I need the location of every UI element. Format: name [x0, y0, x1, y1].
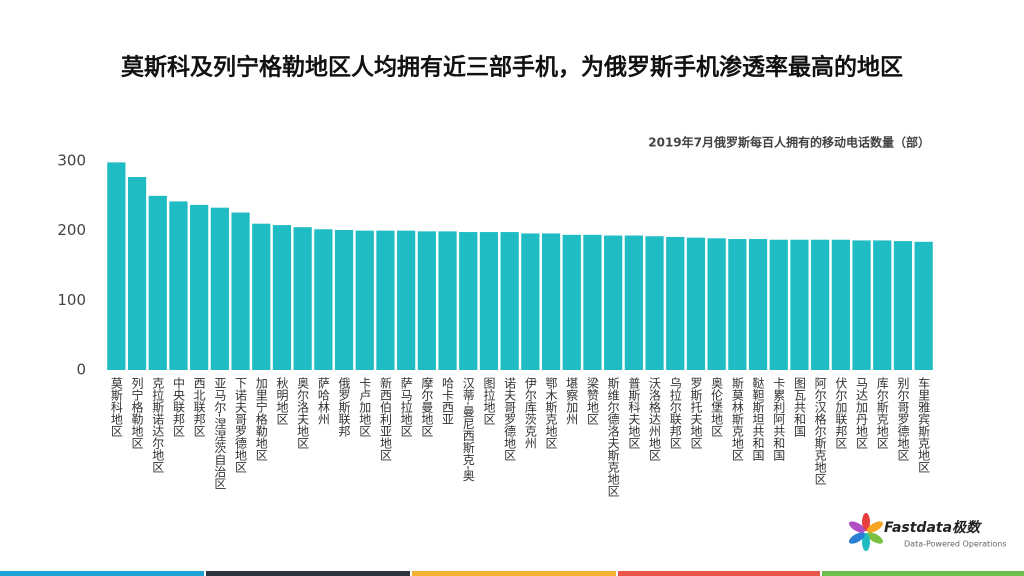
x-tick-label: 乌拉尔联邦区 [668, 376, 682, 449]
chart-title: 莫斯科及列宁格勒地区人均拥有近三部手机，为俄罗斯手机渗透率最高的地区 [121, 54, 903, 81]
x-tick-label: 卡累利阿共和国 [772, 377, 786, 461]
x-tick-label: 斯莫林斯克地区 [730, 377, 744, 461]
bar [210, 207, 229, 370]
y-tick-label: 100 [57, 291, 86, 309]
x-tick-label: 克拉斯诺达尔地区 [151, 377, 165, 473]
bar [438, 231, 457, 370]
bar [479, 232, 499, 370]
x-tick-label: 汉蒂-曼尼西斯克-奥 [461, 377, 475, 483]
bar [272, 225, 292, 370]
bar [707, 238, 726, 370]
bar [541, 233, 561, 370]
bar [873, 240, 892, 370]
x-tick-label: 图瓦共和国 [792, 377, 806, 437]
x-tick-label: 西北联邦区 [192, 377, 206, 437]
bar [169, 201, 188, 370]
x-tick-label: 下诺夫哥罗德地区 [234, 377, 248, 473]
bar [604, 235, 623, 370]
bar [852, 240, 871, 370]
bar [748, 239, 768, 370]
bar [790, 239, 809, 370]
x-tick-label: 阿尔汉格尔斯克地区 [813, 377, 827, 485]
x-tick-label: 别尔哥罗德地区 [896, 377, 910, 461]
bar [500, 232, 519, 370]
footer-stripes [0, 571, 1024, 576]
bar [624, 235, 643, 370]
bar [728, 239, 747, 370]
bar [355, 230, 374, 370]
x-tick-label: 萨哈林州 [316, 377, 330, 425]
x-tick-label: 摩尔曼地区 [420, 376, 434, 437]
bar [459, 232, 478, 370]
bar [686, 237, 706, 370]
logo: Fastdata极数 Data-Powered Operations [848, 513, 1007, 551]
bar [562, 234, 581, 370]
bar [334, 229, 354, 370]
bar [666, 236, 685, 370]
bar [376, 230, 395, 370]
bar [293, 227, 312, 370]
bar [645, 236, 664, 370]
bar [231, 212, 250, 370]
logo-tagline: Data-Powered Operations [904, 540, 1007, 549]
bar [107, 162, 126, 370]
chart-subtitle: 2019年7月俄罗斯每百人拥有的移动电话数量（部） [648, 135, 930, 150]
x-tick-label: 斯维尔德洛夫斯克地区 [606, 377, 620, 497]
x-tick-label: 秋明地区 [275, 377, 289, 425]
x-tick-label: 梁赞地区 [585, 376, 599, 425]
bar [521, 233, 540, 370]
x-tick-label: 车里雅宾斯克地区 [917, 376, 931, 473]
x-tick-label: 普斯科夫地区 [627, 377, 641, 449]
x-tick-label: 奥尔洛夫地区 [296, 377, 310, 449]
x-tick-label: 沃洛格达州地区 [648, 377, 662, 461]
x-tick-label: 鄂木斯克地区 [544, 377, 558, 449]
x-tick-label: 俄罗斯联邦 [337, 377, 351, 437]
bar [190, 204, 209, 370]
x-tick-label: 鞑靼斯坦共和国 [751, 377, 765, 461]
x-tick-label: 中央联邦区 [171, 376, 185, 437]
x-tick-label: 新西伯利亚地区 [378, 376, 392, 461]
x-tick-label: 列宁格勒地区 [130, 377, 144, 449]
bar [583, 234, 602, 370]
bar [127, 177, 147, 370]
bar [397, 230, 416, 370]
x-tick-label: 加里宁格勒地区 [254, 377, 268, 461]
bar [148, 195, 167, 370]
x-tick-label: 马达加丹地区 [855, 377, 869, 449]
logo-icon [848, 513, 884, 551]
bar [811, 239, 830, 370]
x-tick-label: 卡卢加地区 [358, 377, 372, 437]
x-tick-label: 哈卡西亚 [441, 377, 455, 425]
bar [314, 229, 333, 370]
y-tick-label: 0 [76, 361, 86, 379]
x-tick-label: 罗斯托夫地区 [689, 377, 703, 449]
x-tick-label: 萨马拉地区 [399, 377, 413, 437]
bar [252, 223, 271, 370]
bar [769, 239, 788, 370]
x-tick-label: 诺夫哥罗德地区 [503, 377, 517, 461]
x-tick-label: 伊尔库茨克州 [523, 377, 537, 449]
x-tick-label: 堪察加州 [565, 377, 579, 425]
x-tick-label: 库尔斯克地区 [875, 376, 889, 449]
x-tick-label: 伏尔加联邦区 [834, 377, 848, 449]
bar [893, 241, 913, 370]
bar [831, 239, 850, 370]
x-tick-label: 莫斯科地区 [109, 377, 123, 437]
x-tick-label: 亚马尔-涅涅茨自治区 [213, 377, 227, 489]
bar [914, 241, 933, 370]
bar [417, 231, 436, 370]
x-tick-label: 奥伦堡地区 [710, 377, 724, 437]
y-tick-label: 300 [57, 152, 86, 170]
y-tick-label: 200 [57, 221, 86, 239]
x-tick-label: 图拉地区 [482, 377, 496, 425]
logo-name: Fastdata极数 [884, 519, 982, 536]
